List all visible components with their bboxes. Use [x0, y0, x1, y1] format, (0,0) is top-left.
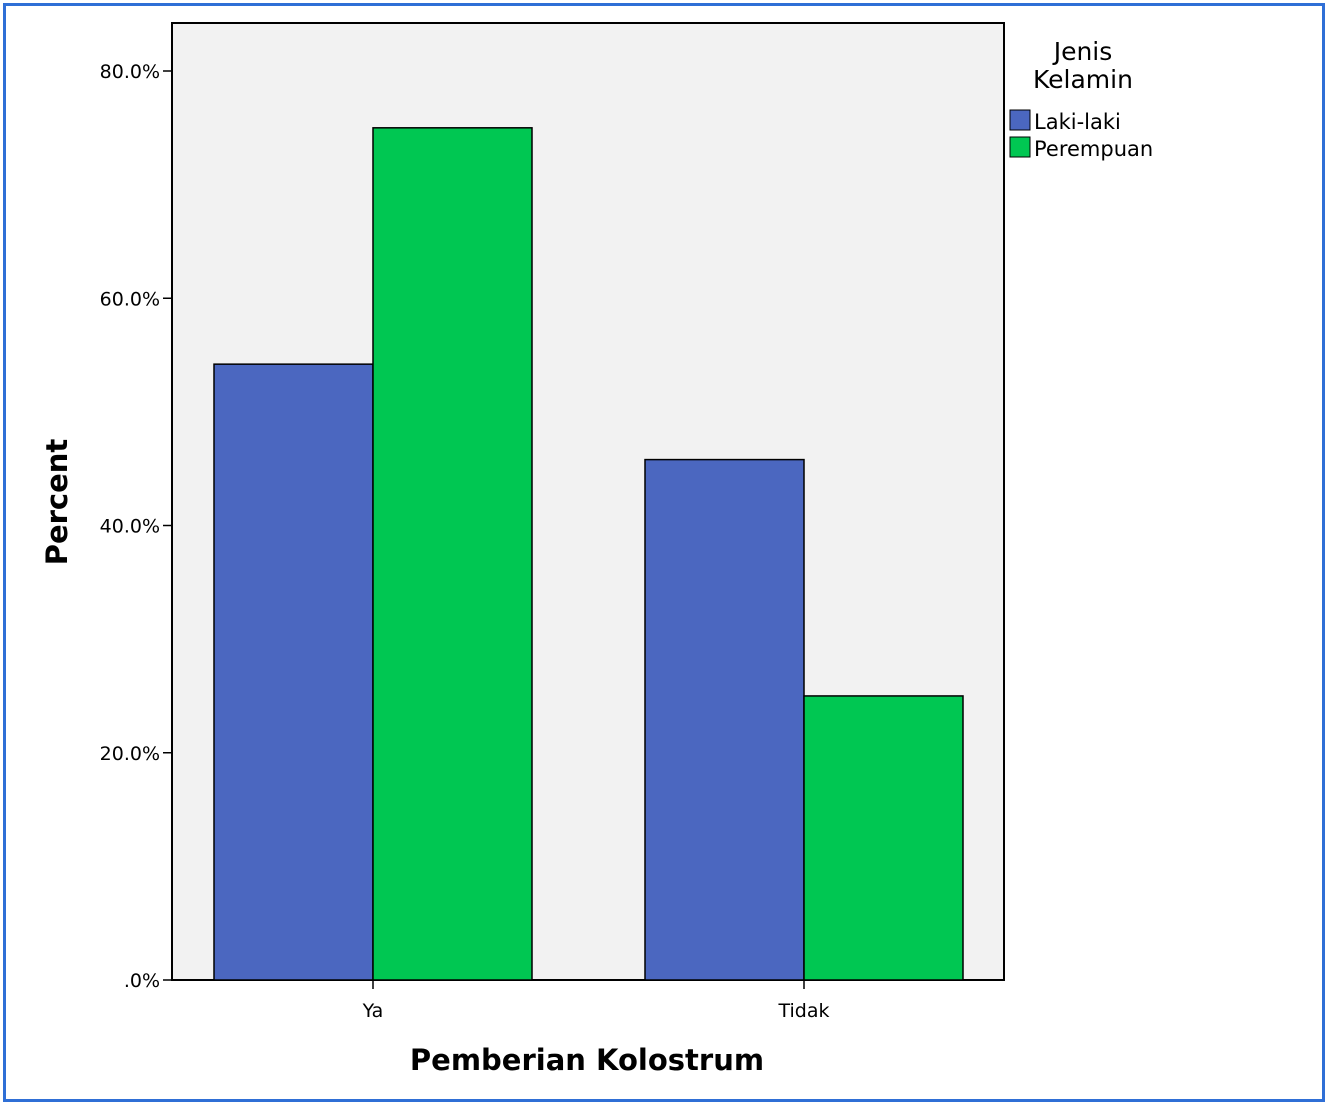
legend-title-line-1: Jenis — [1052, 37, 1113, 66]
y-tick-label: 80.0% — [100, 61, 160, 83]
legend-swatch-perempuan — [1009, 136, 1031, 158]
bar-ya-laki-laki — [213, 363, 374, 981]
x-tick-label-ya: Ya — [362, 1000, 384, 1022]
x-tick-label-tidak: Tidak — [777, 1000, 829, 1022]
y-tick-label: .0% — [124, 970, 160, 992]
legend-label-laki-laki: Laki-laki — [1034, 110, 1121, 134]
x-axis: Ya Tidak — [362, 980, 830, 1022]
y-axis: .0% 20.0% 40.0% 60.0% 80.0% — [100, 61, 172, 992]
x-axis-title: Pemberian Kolostrum — [410, 1043, 764, 1077]
legend-title-line-2: Kelamin — [1033, 65, 1133, 94]
bar-ya-perempuan — [372, 127, 533, 981]
y-tick-label: 60.0% — [100, 288, 160, 310]
bar-tidak-perempuan — [803, 695, 964, 981]
y-axis-title: Percent — [40, 439, 74, 566]
bars-group — [213, 127, 964, 981]
legend-label-perempuan: Perempuan — [1034, 137, 1153, 161]
y-tick-label: 40.0% — [100, 516, 160, 538]
y-tick-label: 20.0% — [100, 743, 160, 765]
bar-tidak-laki-laki — [644, 458, 805, 981]
legend: Jenis Kelamin Laki-laki Perempuan — [1009, 37, 1153, 161]
legend-swatch-laki-laki — [1009, 109, 1031, 131]
